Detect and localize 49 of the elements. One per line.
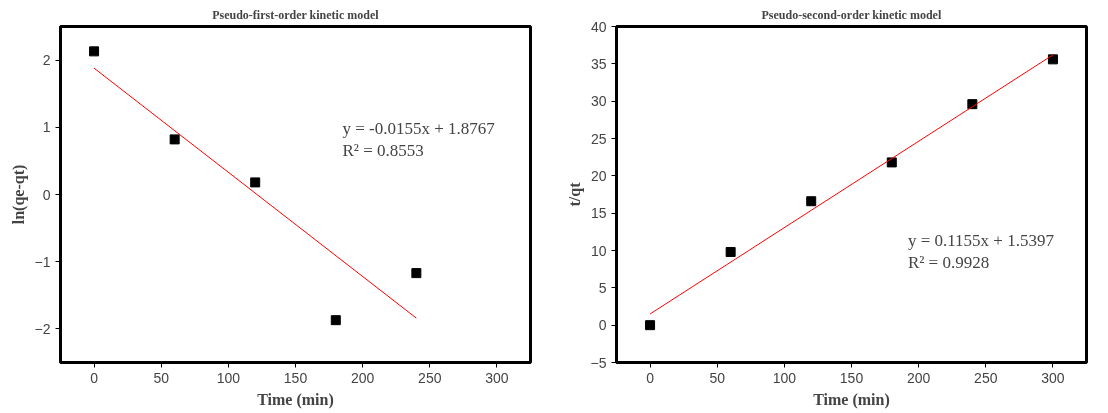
- y-tick-label: 0: [598, 317, 607, 334]
- y-tick-label: 15: [590, 205, 607, 222]
- point: [330, 315, 341, 326]
- point: [411, 268, 422, 279]
- y-axis-title: ln(qe-qt): [9, 164, 28, 225]
- y-tick-label: 30: [590, 93, 607, 110]
- point: [725, 246, 736, 257]
- y-axis-title: t/qt: [565, 181, 584, 207]
- annotation: R² = 0.8553: [342, 141, 424, 161]
- y-tick-label: 20: [590, 167, 607, 184]
- point: [806, 196, 817, 207]
- x-tick-label: 300: [485, 369, 509, 386]
- x-tick-label: 0: [646, 369, 655, 386]
- y-tick-label: 2: [42, 52, 51, 69]
- y-tick-label: 1: [42, 119, 51, 136]
- annotation: y = -0.0155x + 1.8767: [342, 119, 496, 139]
- y-tick-label: 35: [590, 55, 607, 72]
- chart-title: Pseudo-second-order kinetic model: [761, 7, 942, 22]
- x-tick-label: 250: [974, 369, 998, 386]
- y-tick-label: −5: [590, 354, 607, 371]
- point: [886, 157, 897, 168]
- point: [1047, 54, 1058, 65]
- point: [645, 320, 656, 331]
- x-tick-label: 50: [709, 369, 726, 386]
- point: [250, 177, 261, 188]
- x-tick-label: 150: [283, 369, 308, 386]
- x-tick-label: 200: [906, 369, 931, 386]
- x-tick-label: 50: [153, 369, 170, 386]
- y-tick-label: 40: [590, 18, 607, 35]
- x-tick-label: 100: [216, 369, 241, 386]
- x-tick-label: 150: [839, 369, 864, 386]
- x-axis-title: Time (min): [257, 390, 334, 409]
- point: [169, 134, 180, 145]
- y-tick-label: −2: [34, 320, 51, 337]
- y-tick-label: −1: [34, 253, 51, 270]
- annotation: R² = 0.9928: [907, 253, 990, 273]
- x-tick-label: 200: [350, 369, 375, 386]
- x-tick-label: 0: [90, 369, 99, 386]
- point: [89, 46, 100, 57]
- chart-title: Pseudo-first-order kinetic model: [212, 7, 380, 22]
- annotation: y = 0.1155x + 1.5397: [907, 231, 1055, 251]
- x-tick-label: 300: [1041, 369, 1065, 386]
- x-tick-label: 100: [772, 369, 797, 386]
- y-tick-label: 5: [598, 279, 607, 296]
- y-tick-label: 25: [590, 130, 607, 147]
- x-axis-title: Time (min): [813, 390, 890, 409]
- y-tick-label: 0: [42, 186, 51, 203]
- y-tick-label: 10: [590, 242, 607, 259]
- x-tick-label: 250: [418, 369, 442, 386]
